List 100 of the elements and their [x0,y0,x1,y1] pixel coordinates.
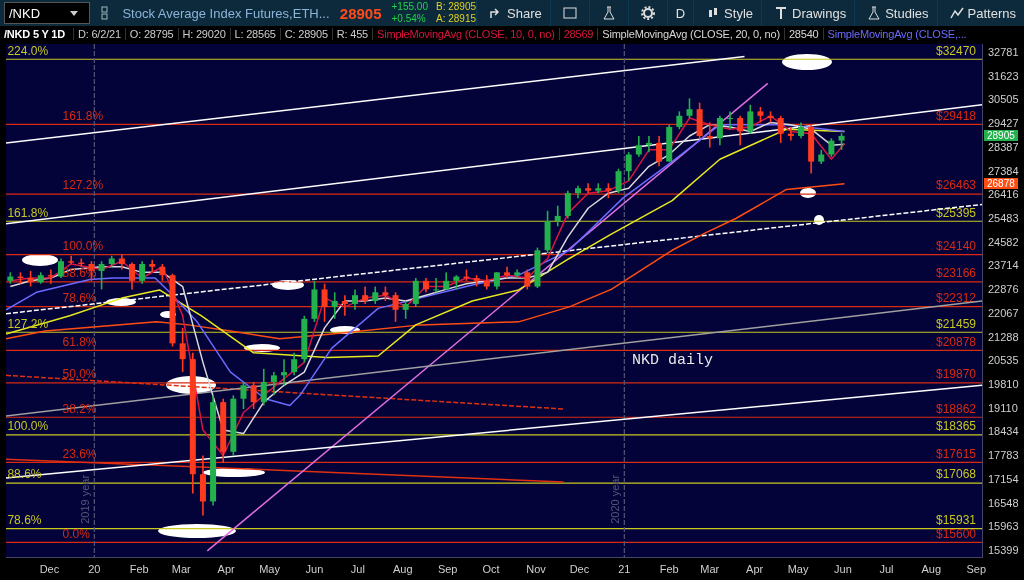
ref-line-label: $15931 [935,512,977,527]
annotation: 224.0% [7,43,49,58]
candlestick [777,115,784,144]
annotation: 161.8% [62,108,104,123]
annotation: 100.0% [62,238,104,253]
y-tick-label: 24582 [988,235,1019,248]
ref-line-label: $24140 [935,238,977,253]
text: C: 28905 [284,28,328,40]
y-tick-label: 32781 [988,46,1019,58]
x-tick-label: Mar [171,563,192,576]
y-tick-label: 30505 [988,93,1019,106]
candlestick [98,260,105,291]
text: B: 28905 [435,1,477,13]
candlestick [149,259,156,274]
x-tick-label: Dec [39,563,60,576]
candlestick [727,110,734,131]
ref-line-label: $18365 [935,419,977,434]
ref-line-label: $21459 [935,316,977,331]
candlestick [635,135,642,158]
x-tick-label: Oct [482,563,500,576]
annotation: 26878 [984,177,1018,189]
annotation: 100.0% [7,419,49,434]
annotation: NKD daily [632,352,714,369]
annotation: 0.0% [62,526,91,541]
x-tick-label: Sep [437,563,458,576]
y-tick-label: 16548 [988,496,1019,509]
candlestick [58,257,65,279]
candlestick [433,277,440,294]
candlestick [240,381,247,410]
y-tick-label: 31623 [988,69,1019,82]
text: 28540 [788,28,819,40]
x-tick-label: May [787,563,809,576]
candlestick [747,104,754,135]
y-tick-label: 25483 [988,211,1019,224]
text: D: 6/2/21 [77,28,121,40]
candlestick [139,260,146,285]
text: +0.54% [391,13,427,25]
ref-line-label: $15600 [935,526,977,541]
candlestick [392,291,399,323]
candlestick [321,282,328,323]
y-tick-label: 15963 [988,520,1019,533]
ref-line-label: $17615 [935,446,977,461]
candlestick [625,151,632,182]
candlestick [270,371,277,397]
candlestick [179,327,186,373]
text: R: 455 [336,28,369,40]
candlestick [828,137,835,158]
annotation: 50.0% [62,367,97,382]
y-tick-label: 22067 [988,306,1019,319]
annotation: 28905 [984,129,1018,141]
y-tick-label: 18434 [988,425,1019,438]
x-tick-label: 21 [618,563,631,576]
y-tick-label: 27384 [988,164,1019,177]
x-tick-label: 20 [88,563,101,576]
ref-line-label: $22312 [935,290,977,305]
text: SimpleMovingAvg (CLOSE, 20, 0, no) [602,28,780,40]
x-tick-label: Sep [966,563,986,576]
text: Patterns [967,5,1016,21]
text: +155.00 [391,1,428,13]
candlestick [351,288,358,311]
text: Studies [885,5,929,21]
y-tick-label: 19810 [988,377,1019,390]
y-tick-label: 26416 [988,188,1019,201]
candlestick [554,204,561,228]
y-tick-label: 28387 [988,140,1019,153]
ref-line-label: $29418 [935,108,977,123]
text: L: 28565 [234,28,276,40]
candlestick [686,97,693,119]
y-tick-label: 19110 [988,401,1018,414]
text: O: 28795 [129,28,174,40]
text: A: 28915 [435,13,477,25]
y-tick-label: 15399 [988,543,1019,556]
text: Style [724,5,754,21]
ref-line-label: $20878 [935,334,977,349]
ref-line-label: $17068 [935,467,977,482]
annotation: 78.6% [62,290,97,305]
candlestick [524,268,531,291]
text: Drawings [792,5,847,21]
candlestick [341,294,348,317]
x-tick-label: Mar [700,563,720,576]
x-tick-label: Dec [569,563,590,576]
candlestick [281,358,288,387]
x-tick-label: Apr [217,563,235,576]
candlestick [250,381,257,410]
y-tick-label: 17154 [988,472,1019,485]
text: 28569 [563,28,594,40]
candlestick [68,254,75,265]
text: Share [507,5,542,21]
text: 28905 [339,4,382,22]
chart-subtitle: Stock Average Index Futures,ETH... [122,5,330,21]
candlestick [128,261,135,291]
ref-line-label: $19870 [935,367,977,382]
ref-line-label: 2020 year [608,474,621,524]
y-tick-label: 22876 [988,283,1019,296]
x-tick-label: Jul [350,563,365,576]
text: SimpleMovingAvg (CLOSE,... [827,28,967,40]
x-tick-label: Nov [526,563,547,576]
y-tick-label: 29427 [988,117,1019,130]
x-tick-label: May [259,563,281,576]
x-tick-label: Feb [659,563,679,576]
